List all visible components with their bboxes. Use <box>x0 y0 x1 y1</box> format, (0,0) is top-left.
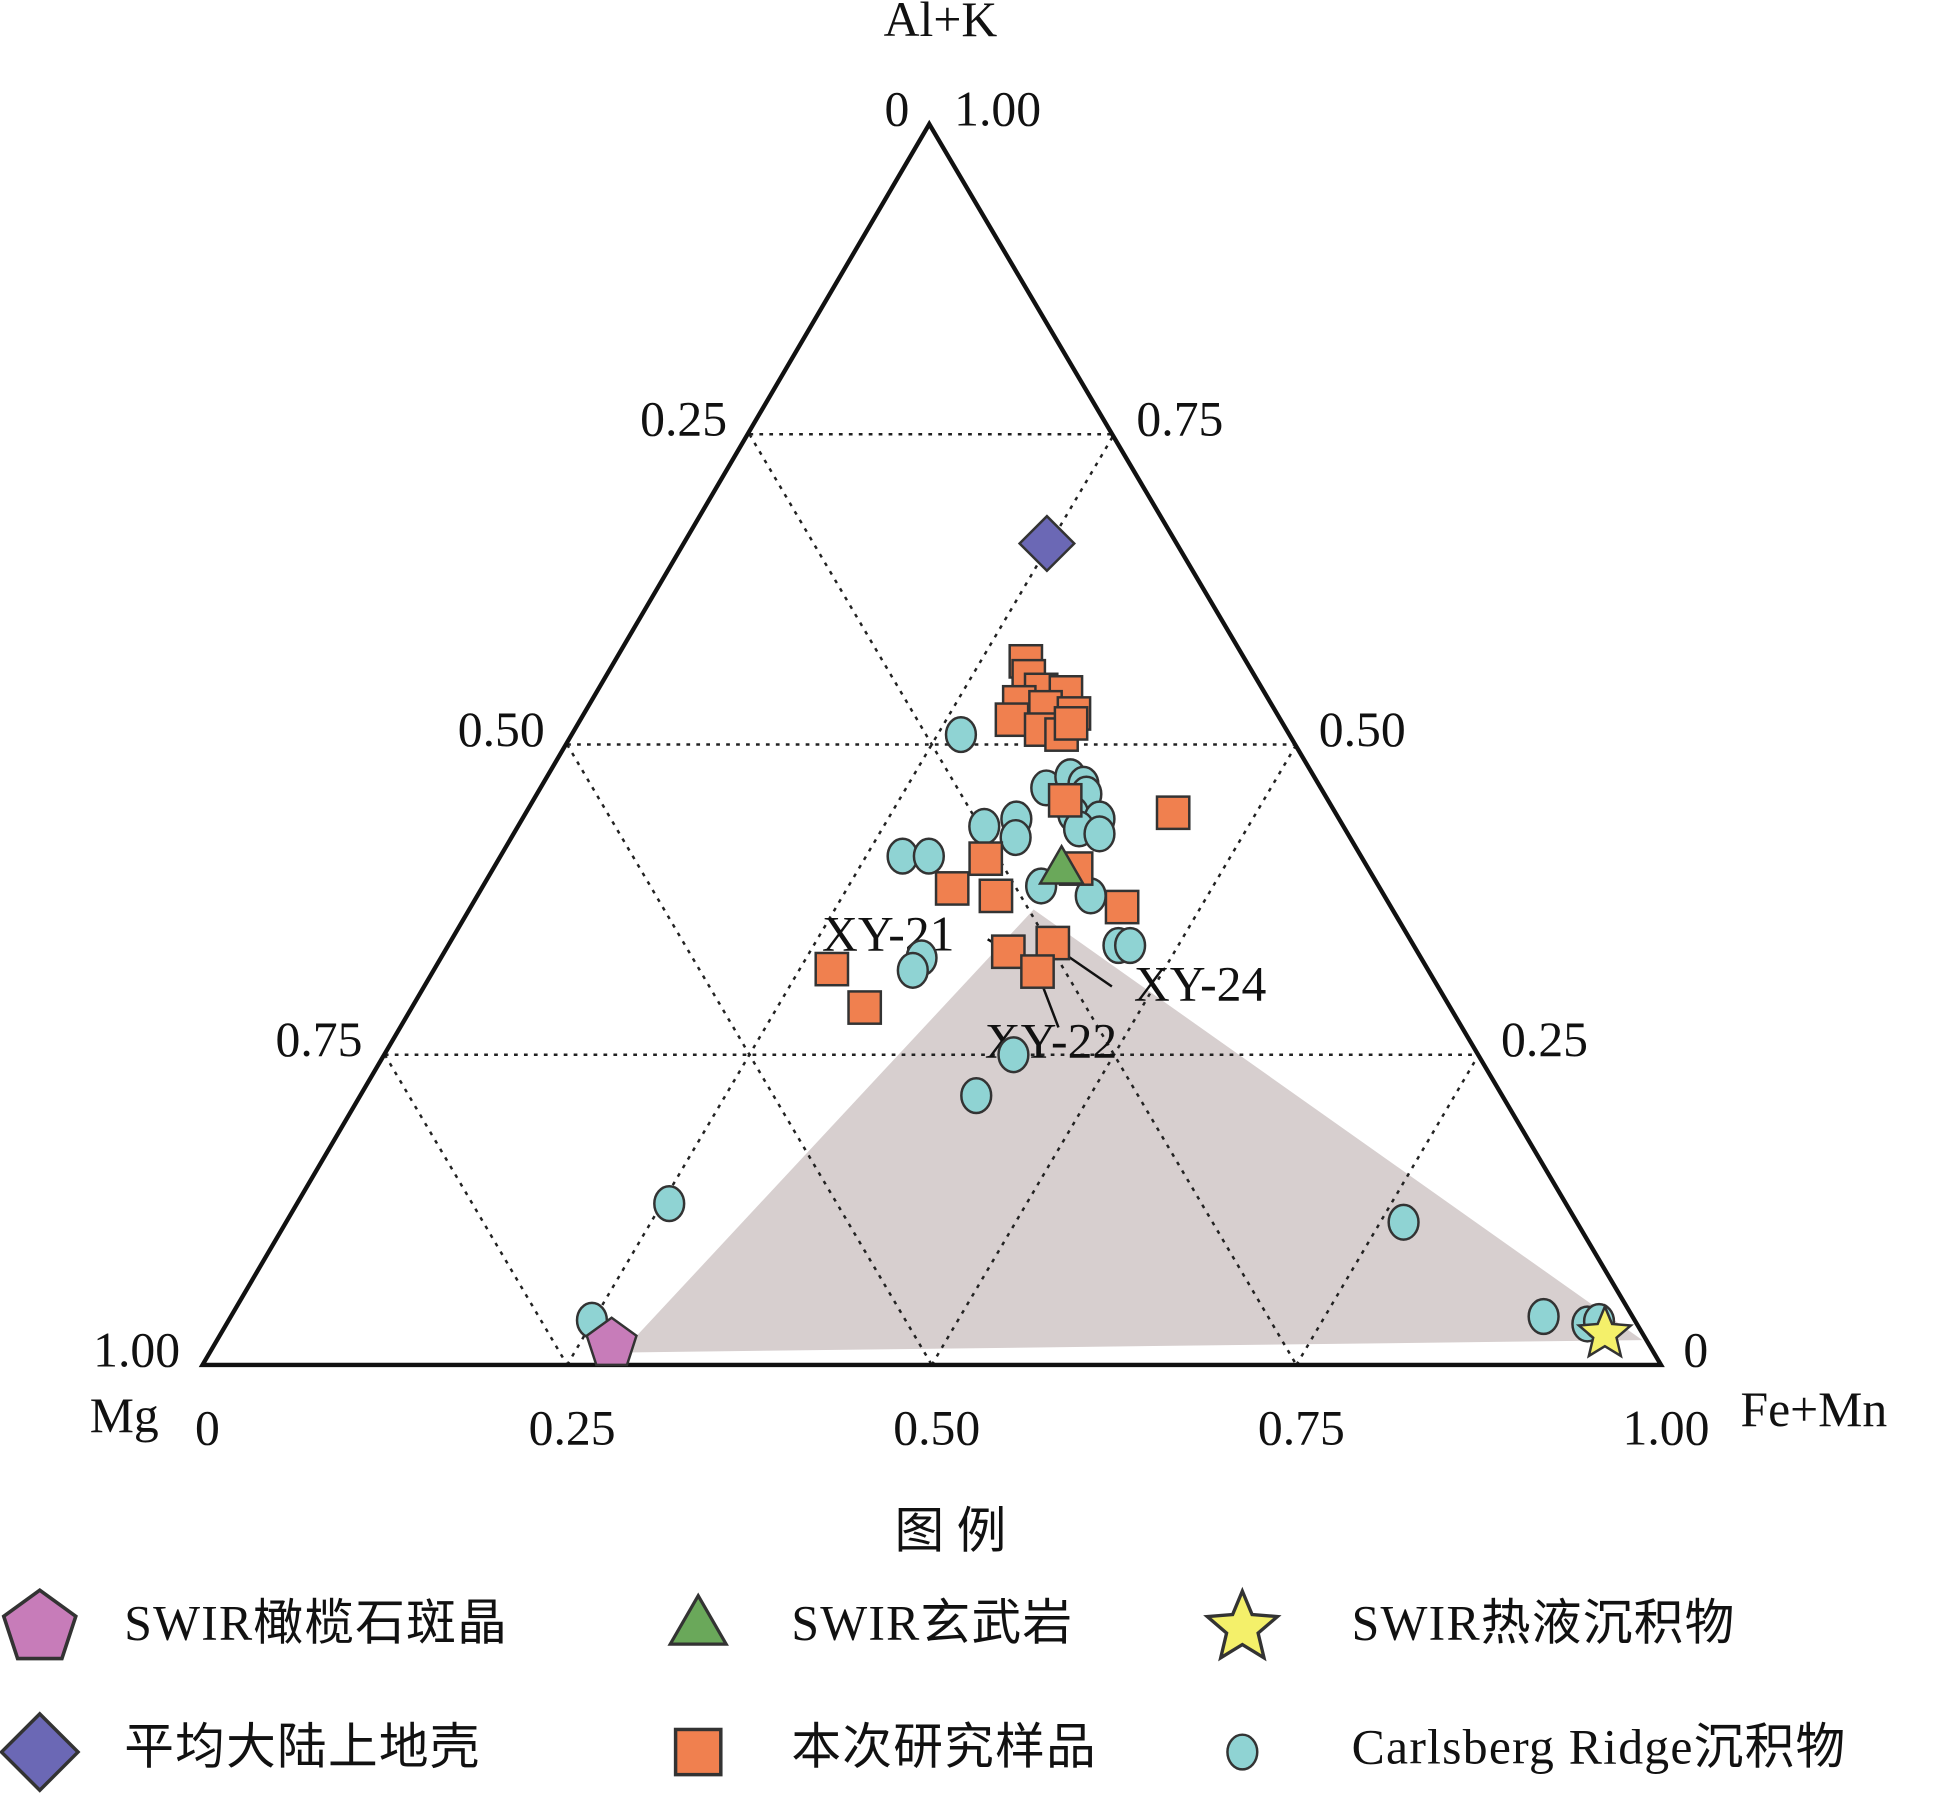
mg-tick-label: 0.50 <box>458 702 545 757</box>
data-point <box>1104 889 1140 925</box>
grid-line <box>566 743 933 1366</box>
axis-title-left: Mg <box>90 1388 159 1443</box>
fe-mn-tick-label: 0.75 <box>1258 1401 1345 1456</box>
al-k-tick-label: 0.25 <box>1501 1012 1588 1067</box>
triangle-frame <box>198 119 1665 1368</box>
data-point <box>994 702 1030 738</box>
data-point <box>847 990 883 1025</box>
data-point <box>653 1184 686 1223</box>
data-point <box>1387 1203 1420 1241</box>
legend-label: SWIR橄榄石斑晶 <box>124 1595 508 1650</box>
legend-label: Carlsberg Ridge沉积物 <box>1352 1719 1847 1774</box>
axis-title-top: Al+K <box>884 0 998 47</box>
data-point <box>1155 795 1191 831</box>
data-point <box>1527 1297 1560 1336</box>
data-point <box>968 841 1004 877</box>
legend-marker <box>673 1727 723 1777</box>
mg-tick-label: 0.75 <box>275 1012 362 1067</box>
data-point <box>1083 815 1116 853</box>
data-point <box>585 1316 638 1367</box>
legend-marker <box>1203 1586 1282 1662</box>
legend-item: 本次研究样品 <box>673 1719 1097 1777</box>
legend-marker <box>667 1592 729 1646</box>
data-point <box>944 715 978 754</box>
al-k-tick-label: 0.50 <box>1319 702 1406 757</box>
fe-mn-tick-label: 0 <box>195 1401 220 1456</box>
data-point <box>912 837 945 875</box>
fe-mn-tick-label: 0.25 <box>529 1401 616 1456</box>
legend-label: SWIR热液沉积物 <box>1352 1595 1736 1650</box>
legend-title: 图 例 <box>894 1504 1006 1559</box>
data-point <box>1037 843 1086 885</box>
data-point <box>978 878 1014 914</box>
legend-label: SWIR玄武岩 <box>791 1595 1073 1650</box>
legend-marker <box>0 1711 81 1793</box>
grid-line <box>1295 1054 1480 1366</box>
legend-item: Carlsberg Ridge沉积物 <box>1226 1719 1847 1774</box>
legend-marker <box>1 1587 78 1661</box>
legend-label: 平均大陆上地壳 <box>124 1719 481 1774</box>
data-point <box>960 1077 993 1115</box>
data-point <box>997 1036 1030 1074</box>
al-k-tick-label: 1.00 <box>954 82 1041 137</box>
legend-item: SWIR玄武岩 <box>667 1592 1073 1650</box>
data-point <box>1017 514 1077 573</box>
data-point <box>1575 1303 1634 1359</box>
grid-line <box>748 433 1298 1366</box>
field-area <box>621 909 1643 1353</box>
grid-line <box>383 1054 569 1366</box>
axis-title-right: Fe+Mn <box>1740 1382 1887 1437</box>
al-k-tick-label: 0.75 <box>1136 392 1223 447</box>
legend-label: 本次研究样品 <box>791 1719 1097 1774</box>
legend-item: SWIR橄榄石斑晶 <box>1 1587 508 1661</box>
data-point <box>934 871 970 906</box>
data-point <box>1020 954 1055 989</box>
data-point <box>814 951 850 987</box>
legend-item: 平均大陆上地壳 <box>0 1711 481 1793</box>
data-point <box>896 951 929 989</box>
fe-mn-tick-label: 0.50 <box>893 1401 980 1456</box>
data-point <box>1113 926 1147 965</box>
data-point <box>1035 925 1071 961</box>
al-k-tick-label: 0 <box>1683 1322 1708 1377</box>
mg-tick-label: 0.25 <box>640 392 727 447</box>
data-point <box>990 934 1026 970</box>
fe-mn-tick-label: 1.00 <box>1623 1401 1710 1456</box>
mg-tick-label: 0 <box>885 82 910 137</box>
data-point <box>1047 782 1083 818</box>
mg-tick-label: 1.00 <box>93 1322 180 1377</box>
annotation: XY-24 <box>1134 956 1267 1011</box>
data-point <box>999 818 1032 857</box>
data-point <box>1053 706 1089 741</box>
legend-marker <box>1226 1733 1259 1771</box>
data-point <box>968 807 1001 846</box>
legend-item: SWIR热液沉积物 <box>1203 1586 1736 1662</box>
